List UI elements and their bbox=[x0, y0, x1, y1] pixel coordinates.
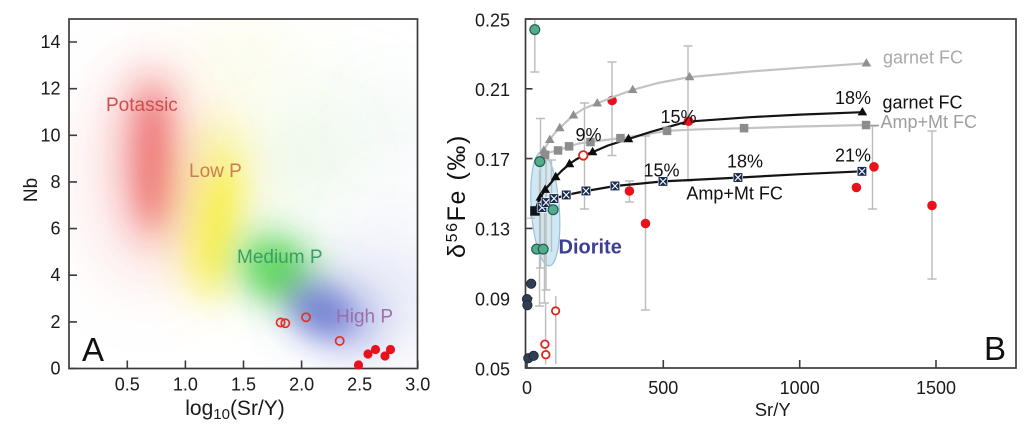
svg-text:Medium P: Medium P bbox=[237, 247, 323, 268]
svg-text:2: 2 bbox=[50, 312, 60, 332]
svg-text:1500: 1500 bbox=[916, 378, 956, 398]
svg-text:4: 4 bbox=[50, 265, 60, 285]
svg-text:9%: 9% bbox=[575, 125, 601, 145]
svg-text:6: 6 bbox=[50, 219, 60, 239]
svg-text:Low P: Low P bbox=[189, 161, 242, 182]
svg-text:0: 0 bbox=[522, 378, 532, 398]
svg-text:1.0: 1.0 bbox=[173, 375, 198, 395]
svg-text:18%: 18% bbox=[835, 88, 871, 108]
svg-text:500: 500 bbox=[648, 378, 678, 398]
svg-text:Potassic: Potassic bbox=[106, 95, 178, 116]
svg-text:Nb: Nb bbox=[21, 178, 42, 202]
svg-text:2.5: 2.5 bbox=[347, 375, 372, 395]
svg-text:0.5: 0.5 bbox=[115, 375, 140, 395]
svg-text:0.25: 0.25 bbox=[475, 10, 510, 30]
svg-text:1000: 1000 bbox=[780, 378, 820, 398]
svg-text:Diorite: Diorite bbox=[559, 237, 622, 259]
svg-text:12: 12 bbox=[40, 79, 60, 99]
svg-text:Amp+Mt FC: Amp+Mt FC bbox=[881, 112, 978, 132]
svg-text:High P: High P bbox=[336, 307, 393, 328]
svg-text:15%: 15% bbox=[643, 161, 679, 181]
svg-text:δ56Fe (‰): δ56Fe (‰) bbox=[443, 134, 471, 258]
svg-text:Sr/Y: Sr/Y bbox=[755, 399, 791, 420]
svg-text:0.21: 0.21 bbox=[475, 80, 510, 100]
svg-text:log10(Sr/Y): log10(Sr/Y) bbox=[185, 397, 285, 423]
svg-text:2.0: 2.0 bbox=[289, 375, 314, 395]
svg-text:0.17: 0.17 bbox=[475, 150, 510, 170]
svg-text:21%: 21% bbox=[835, 146, 871, 166]
svg-text:B: B bbox=[984, 330, 1006, 367]
svg-text:0: 0 bbox=[50, 359, 60, 379]
svg-text:0.13: 0.13 bbox=[475, 220, 510, 240]
svg-text:10: 10 bbox=[40, 125, 60, 145]
svg-text:garnet FC: garnet FC bbox=[883, 48, 963, 68]
svg-text:Amp+Mt FC: Amp+Mt FC bbox=[686, 183, 783, 203]
svg-text:0.09: 0.09 bbox=[475, 290, 510, 310]
svg-text:0.05: 0.05 bbox=[475, 359, 510, 379]
svg-text:14: 14 bbox=[40, 32, 60, 52]
svg-text:A: A bbox=[82, 331, 104, 368]
svg-text:1.5: 1.5 bbox=[231, 375, 256, 395]
svg-text:15%: 15% bbox=[660, 107, 696, 127]
svg-text:3.0: 3.0 bbox=[405, 375, 430, 395]
svg-text:garnet FC: garnet FC bbox=[883, 93, 963, 113]
svg-text:18%: 18% bbox=[727, 152, 763, 172]
svg-text:8: 8 bbox=[50, 172, 60, 192]
